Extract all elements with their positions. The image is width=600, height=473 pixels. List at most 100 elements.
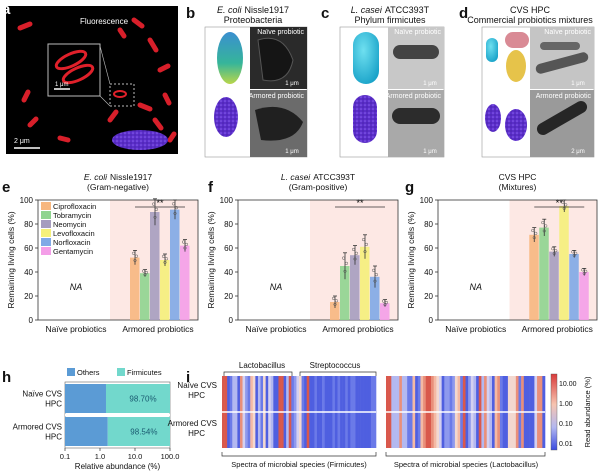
chart-title-strain: ATCC393T: [313, 172, 355, 182]
bar-ciprofloxacin: [330, 302, 340, 320]
panel-c-scale2: 1 μm: [423, 149, 436, 155]
bar-levofloxacin: [160, 260, 170, 320]
data-point: [131, 251, 136, 255]
data-point: [551, 247, 555, 251]
plot-frame: [37, 199, 199, 321]
row-label: Armored CVS: [168, 419, 217, 428]
panel-c: c L. casei ATCC393T Phylum firmicutes Naï…: [321, 5, 445, 158]
data-point: [344, 261, 349, 265]
bar-charts: 0 20 40 60 80 100 Remaining living cells (%) E.…: [6, 172, 598, 334]
y-tick-label: 80: [224, 220, 233, 229]
colorbar: [550, 373, 558, 451]
bracket-lactobacillus: [223, 371, 293, 376]
data-point: [184, 242, 189, 246]
panel-b: b E. coli Nissle1917 Proteobacteria Naïve…: [186, 5, 308, 158]
category-label: Armored probiotics: [122, 324, 193, 334]
data-point: [383, 303, 387, 307]
data-point: [174, 206, 179, 210]
y-tick-label: 80: [24, 220, 33, 229]
panel-label-c: c: [321, 5, 329, 22]
x-tick-label: 10.0: [128, 452, 143, 461]
chart-title-species: L. casei: [281, 172, 311, 182]
panel-label-e: e: [2, 179, 10, 196]
category-label: HPC: [45, 400, 62, 409]
xlabel-bracket: [221, 452, 377, 457]
category-label: Naïve CVS: [22, 390, 62, 399]
category-label: HPC: [45, 433, 62, 442]
panel-a: 1 μm Fluorescence 2 μm a: [2, 1, 178, 154]
legend-swatch: [41, 247, 51, 255]
y-tick-label: 100: [220, 196, 234, 205]
y-tick-label: 20: [224, 292, 233, 301]
data-point: [381, 299, 386, 303]
x-axis-label: Relative abundance (%): [75, 462, 161, 471]
y-tick-label: 40: [424, 268, 433, 277]
panel-d-naive-label: Naïve probiotic: [544, 29, 591, 36]
data-point: [374, 273, 379, 277]
data-point: [363, 250, 367, 254]
x-axis-label: Spectra of microbial species (Firmicutes…: [231, 460, 367, 469]
y-tick-label: 100: [420, 196, 434, 205]
data-point: [542, 229, 546, 233]
data-point: [171, 202, 176, 206]
firmicutes-percent-label: 98.54%: [130, 428, 157, 437]
colorbar-tick-label: 0.01: [559, 441, 573, 448]
row-label: HPC: [188, 391, 205, 400]
panel-b-naive-label: Naïve probiotic: [257, 29, 304, 36]
panel-label-b: b: [186, 5, 195, 22]
x-tick-label: 1.0: [95, 452, 105, 461]
legend-label: Levofloxacin: [53, 229, 95, 238]
panel-d: d CVS HPC Commercial probiotics mixtures…: [459, 5, 595, 158]
y-tick-label: 60: [224, 244, 233, 253]
legend-label: Firmicutes: [127, 368, 162, 377]
data-point: [581, 268, 585, 272]
legend-swatch: [117, 368, 125, 376]
data-point: [373, 279, 377, 283]
data-point: [572, 253, 576, 257]
chart-subtitle: (Gram-negative): [87, 182, 149, 192]
panel-b-phylum: Proteobacteria: [224, 15, 283, 25]
bar-others: [65, 384, 106, 413]
legend-swatch: [41, 211, 51, 219]
colorbar-tick-label: 1.00: [559, 401, 573, 408]
bar-tobramycin: [539, 227, 549, 320]
y-tick-label: 80: [424, 220, 433, 229]
legend-label: Tobramycin: [53, 211, 91, 220]
legend-swatch: [41, 202, 51, 210]
data-point: [582, 271, 586, 275]
data-point: [364, 242, 369, 246]
bar-firmicutes: [105, 384, 170, 413]
data-point: [144, 270, 149, 275]
data-point: [341, 256, 346, 260]
panel-label-a: a: [2, 1, 11, 18]
chart-title: E. coli Nissle1917: [84, 172, 152, 182]
x-axis-label: Spectra of microbial species (Lactobacil…: [394, 460, 539, 469]
bar-neomycin: [549, 251, 559, 320]
naive-na-label: NA: [270, 282, 283, 292]
bracket-streptococcus: [299, 371, 377, 376]
significance-label: **: [356, 198, 364, 208]
panel-label-f: f: [208, 179, 214, 196]
bar-ciprofloxacin: [130, 257, 140, 320]
legend-label: Others: [77, 368, 100, 377]
panel-label-g: g: [405, 179, 414, 196]
data-point: [534, 231, 538, 235]
bar-firmicutes: [107, 417, 170, 446]
data-point: [544, 224, 548, 228]
data-point: [384, 300, 389, 305]
chart-title-strain: Nissle1917: [110, 172, 152, 182]
y-tick-label: 40: [224, 268, 233, 277]
legend-label: Neomycin: [53, 220, 86, 229]
data-point: [331, 296, 336, 300]
panel-label-d: d: [459, 5, 468, 22]
data-point: [151, 202, 156, 206]
chart-title: CVS HPC: [499, 172, 537, 182]
y-tick-label: 40: [24, 268, 33, 277]
bar-ciprofloxacin: [529, 234, 539, 320]
data-point: [564, 203, 568, 207]
data-point: [353, 257, 357, 261]
legend-swatch: [41, 238, 51, 246]
naive-na-label: NA: [70, 282, 83, 292]
data-point: [561, 200, 565, 204]
panel-d-scale1: 1 μm: [571, 81, 584, 87]
